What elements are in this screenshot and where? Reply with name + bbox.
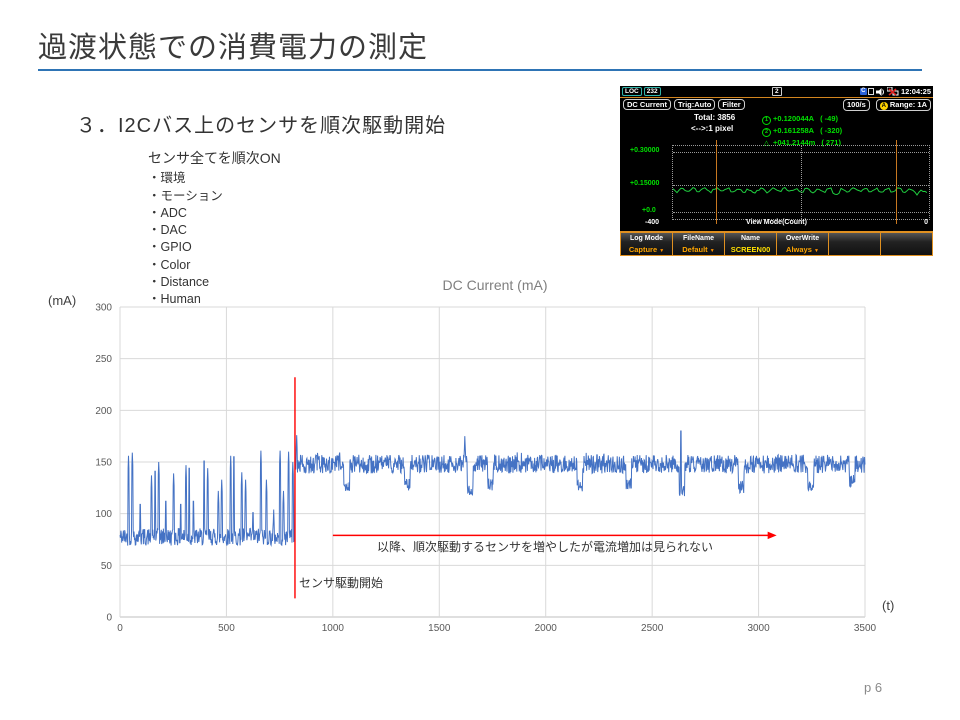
sensor-items: ・環境・モーション ・ADC ・DAC ・GPIO ・Color ・Distance ・Hu…	[148, 170, 281, 308]
softkey-name: Name SCREEN00	[725, 232, 777, 256]
cursor-marker-icon: 1	[762, 116, 771, 125]
y-tick-label: 100	[95, 509, 112, 520]
sensor-list: センサ全てを順次ON ・環境 ・モーション ・ADC ・DAC ・GPIO ・Color ・…	[148, 150, 281, 309]
speaker-icon	[875, 87, 884, 96]
vline-annotation-label: センサ駆動開始	[299, 576, 384, 590]
cursor-marker-icon: 2	[762, 128, 771, 137]
mode-pills: DC Current Trig:Auto Filter	[620, 99, 745, 110]
arrow-annotation-label: 以降、順次駆動するセンサを増やしたが電流増加は見られない	[376, 540, 713, 554]
graph-y-label-mid: +0.15000	[630, 180, 660, 187]
cursor-readout-row: △ +041.2144m( 271)	[763, 138, 841, 147]
c-drive-icon: C	[859, 88, 874, 95]
page-number: p 6	[864, 680, 883, 695]
sensor-item: ・モーション	[148, 188, 223, 203]
x-tick-label: 1500	[428, 623, 451, 634]
cursor-2	[896, 140, 897, 224]
x-axis-unit: (t)	[882, 598, 895, 613]
total-count: Total: 3856	[694, 113, 736, 122]
y-tick-label: 200	[95, 406, 112, 417]
y-tick-label: 150	[95, 458, 112, 469]
sensor-item: ・GPIO	[148, 240, 192, 255]
status-badge: LOC	[622, 87, 642, 96]
current-series	[119, 430, 866, 547]
softkey-log-mode: Log Mode Capture ▼	[620, 232, 673, 256]
softkey-empty	[829, 232, 881, 256]
graph-x-left: -400	[645, 219, 660, 226]
x-tick-label: 0	[117, 623, 123, 634]
x-tick-label: 2000	[535, 623, 558, 634]
softkey-empty	[881, 232, 933, 256]
x-tick-label: 3000	[747, 623, 770, 634]
softkey-overwrite: OverWrite Always ▼	[777, 232, 829, 256]
arrow-head-icon	[767, 531, 777, 540]
title-underline	[38, 69, 922, 71]
y-tick-label: 0	[106, 613, 112, 624]
sensor-item: ・Human	[148, 292, 201, 307]
cursor-1	[716, 140, 717, 224]
x-tick-label: 1000	[322, 623, 345, 634]
instrument-screenshot: LOC 232 2 C 12:04:25 DC Current Tr	[620, 86, 933, 256]
softkey-menu: Log Mode Capture ▼ FileName Default ▼ Name SC…	[620, 231, 933, 256]
mode-pill: Trig:Auto	[674, 99, 716, 110]
sensor-item: ・ADC	[148, 205, 187, 220]
y-tick-label: 250	[95, 354, 112, 365]
section-heading: ３．I2Cバス上のセンサを順次駆動開始	[76, 115, 447, 137]
view-mode-label: View Mode(Count)	[746, 219, 807, 226]
x-tick-label: 2500	[641, 623, 664, 634]
sensor-item: ・DAC	[148, 223, 187, 238]
sensor-item: ・Color	[148, 257, 191, 272]
clock: 12:04:25	[900, 87, 931, 96]
pixel-readout: <-->:1 pixel	[691, 124, 734, 133]
y-axis-unit: (mA)	[48, 293, 77, 308]
cursor-readout-row: 1 +0.120044A( -49)	[762, 113, 842, 125]
page-title: 過渡状態での消費電力の測定	[38, 32, 429, 64]
sensor-list-header: センサ全てを順次ON	[148, 150, 281, 166]
status-badges: LOC 232	[620, 86, 661, 103]
cursor-readouts: 1 +0.120044A( -49) 2 +0.161258A( -320) △ +041…	[762, 113, 842, 148]
y-tick-label: 300	[95, 303, 112, 314]
network-error-icon	[886, 87, 899, 96]
graph-y-label-zero: +0.0	[642, 207, 656, 214]
auto-range-icon: A	[879, 102, 888, 110]
mode-pill: Filter	[718, 99, 745, 110]
cursor-readout-row: 2 +0.161258A( -320)	[762, 125, 842, 137]
x-tick-label: 3500	[854, 623, 877, 634]
status-right: C 12:04:25	[859, 87, 931, 96]
current-trace	[672, 187, 928, 196]
instrument-graph	[672, 140, 930, 224]
softkey-filename: FileName Default ▼	[673, 232, 725, 256]
y-tick-label: 50	[101, 561, 113, 572]
sensor-item: ・環境	[148, 171, 186, 186]
range-pill: A Range: 1A	[875, 99, 931, 111]
delta-icon: △	[763, 140, 770, 147]
status-badge: 232	[643, 87, 661, 96]
mode-pill: DC Current	[623, 99, 672, 110]
graph-y-label-top: +0.30000	[630, 147, 660, 154]
chart-title: DC Current (mA)	[442, 277, 548, 293]
channel-badge: 2	[772, 87, 782, 96]
x-tick-label: 500	[218, 623, 235, 634]
divider	[620, 97, 933, 98]
instrument-status-bar: LOC 232 2 C 12:04:25	[620, 86, 933, 97]
sensor-item: ・Distance	[148, 275, 210, 290]
instrument-mode-bar: DC Current Trig:Auto Filter 100/s A Range:…	[620, 99, 933, 111]
graph-x-right: 0	[924, 219, 928, 226]
sample-rate: 100/s	[843, 99, 870, 111]
